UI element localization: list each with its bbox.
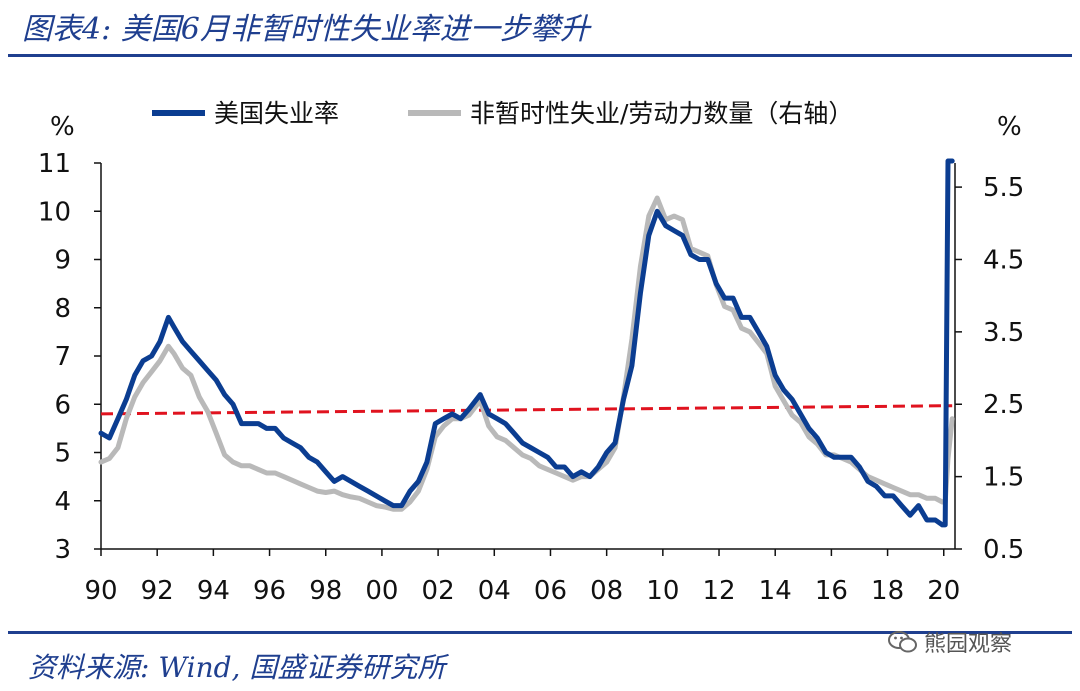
x-tick-label: 02 (422, 576, 455, 606)
x-tick-label: 08 (590, 576, 623, 606)
watermark: 熊园观察 (888, 626, 1012, 658)
left-axis-unit: % (50, 112, 75, 142)
x-tick-label: 90 (84, 576, 117, 606)
series-line-non-temp (98, 195, 955, 512)
left-tick-label: 7 (54, 342, 71, 372)
left-tick-label: 4 (54, 487, 71, 517)
x-tick-label: 98 (309, 576, 342, 606)
left-tick-label: 5 (54, 439, 71, 469)
left-tick-label: 10 (38, 197, 71, 227)
right-tick-label: 4.5 (983, 245, 1024, 275)
left-tick-label: 6 (54, 390, 71, 420)
x-tick-label: 16 (815, 576, 848, 606)
figure-title: 图表4: 美国6月非暂时性失业率进一步攀升 (22, 12, 590, 47)
x-tick-label: 12 (702, 576, 735, 606)
line-chart: 美国失业率 非暂时性失业/劳动力数量（右轴） % % 3 4 5 6 7 8 9 10 11 0.… (38, 99, 1024, 606)
plot-area: 3 4 5 6 7 8 9 10 11 0.5 1.5 2.5 3.5 4.5 5.5 90 92 94 96 98 0… (38, 149, 1024, 606)
x-tick-label: 04 (478, 576, 511, 606)
left-tick-label: 11 (38, 149, 71, 179)
right-axis-unit: % (997, 112, 1022, 142)
right-tick-label: 1.5 (983, 463, 1024, 493)
right-tick-label: 0.5 (983, 535, 1024, 565)
title-rule (8, 54, 1072, 57)
right-tick-label: 5.5 (983, 173, 1024, 203)
series-line-unemployment (98, 158, 955, 528)
left-tick-label: 8 (54, 294, 71, 324)
x-tick-label: 94 (197, 576, 230, 606)
left-tick-label: 3 (54, 535, 71, 565)
footer-rule (8, 631, 1072, 634)
x-tick-label: 10 (646, 576, 679, 606)
x-tick-label: 20 (927, 576, 960, 606)
x-tick-label: 14 (759, 576, 792, 606)
x-tick-label: 00 (365, 576, 398, 606)
x-tick-label: 92 (141, 576, 174, 606)
wechat-icon (888, 630, 918, 654)
left-tick-label: 9 (54, 246, 71, 276)
legend-label-non-temp: 非暂时性失业/劳动力数量（右轴） (470, 99, 853, 128)
source-note: 资料来源: Wind, 国盛证券研究所 (28, 651, 446, 684)
watermark-text: 熊园观察 (924, 632, 1013, 657)
legend: 美国失业率 非暂时性失业/劳动力数量（右轴） (152, 99, 853, 128)
legend-label-unemployment: 美国失业率 (214, 99, 339, 128)
reference-line (100, 404, 953, 416)
right-tick-label: 2.5 (983, 390, 1024, 420)
x-tick-label: 96 (253, 576, 286, 606)
right-tick-label: 3.5 (983, 318, 1024, 348)
x-tick-label: 06 (534, 576, 567, 606)
x-tick-label: 18 (871, 576, 904, 606)
